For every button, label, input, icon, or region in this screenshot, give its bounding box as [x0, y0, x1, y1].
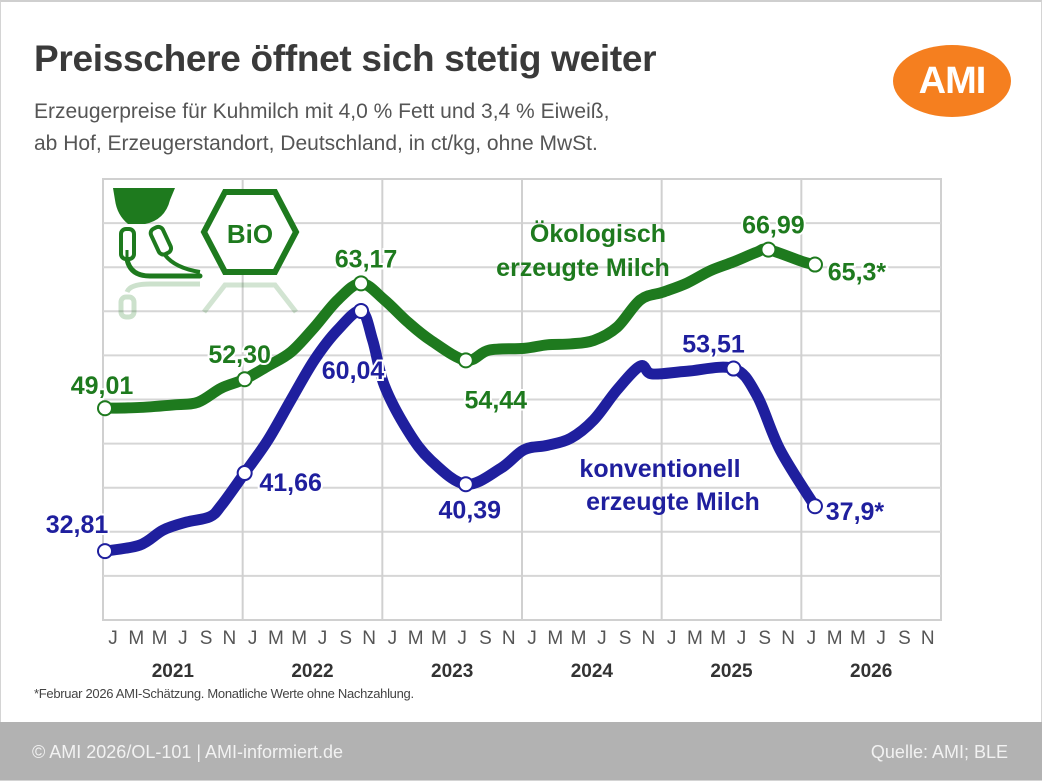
x-month-tick: M	[571, 628, 587, 649]
source-text: Quelle: AMI; BLE	[870, 742, 1008, 762]
x-month-tick: J	[108, 628, 118, 649]
x-year-label: 2021	[152, 661, 195, 682]
series-line-conventional	[99, 305, 821, 557]
data-point-marker	[97, 543, 113, 560]
x-month-tick: N	[362, 628, 376, 649]
chart-subtitle: Erzeugerpreise für Kuhmilch mit 4,0 % Fe…	[34, 96, 609, 160]
x-month-tick: M	[850, 628, 866, 649]
legend-conventional-line1: konventionell	[579, 455, 740, 483]
x-month-tick: J	[318, 628, 328, 649]
x-month-tick: M	[687, 628, 703, 649]
x-month-tick: M	[128, 628, 144, 649]
x-month-tick: J	[807, 628, 817, 649]
x-month-tick: S	[898, 628, 911, 649]
x-month-tick: N	[642, 628, 656, 649]
data-point-marker	[725, 360, 742, 377]
data-label: 40,39	[439, 496, 502, 524]
x-month-tick: M	[431, 628, 447, 649]
subtitle-line-1: Erzeugerpreise für Kuhmilch mit 4,0 % Fe…	[34, 100, 610, 123]
x-month-tick: S	[758, 628, 771, 649]
x-month-tick: J	[667, 628, 677, 649]
data-labels: 49,01 52,30 63,17 54,44 66,99 65,3* 32,81 41,66…	[44, 210, 889, 541]
x-month-tick: M	[408, 628, 424, 649]
x-month-tick: N	[223, 628, 237, 649]
bio-seal-icon: BiO	[200, 189, 300, 275]
data-label: 53,51	[682, 331, 745, 359]
copyright-text: © AMI 2026/OL-101 | AMI-informiert.de	[32, 742, 344, 762]
x-month-tick: M	[547, 628, 563, 649]
subtitle-line-2: ab Hof, Erzeugerstandort, Deutschland, i…	[34, 132, 598, 155]
milking-machine-reflection-icon	[118, 281, 200, 320]
legend-organic-line2: erzeugte Milch	[496, 254, 670, 282]
data-point-marker	[806, 498, 823, 515]
data-point-marker	[236, 465, 253, 482]
x-year-label: 2024	[571, 661, 614, 682]
data-label: 52,30	[208, 341, 271, 369]
footnote: *Februar 2026 AMI-Schätzung. Monatliche …	[34, 686, 414, 701]
x-month-tick: S	[479, 628, 492, 649]
x-month-tick: J	[457, 628, 467, 649]
x-year-label: 2025	[710, 661, 753, 682]
data-point-marker	[236, 371, 253, 388]
bio-seal-text: BiO	[227, 219, 273, 249]
x-month-tick: S	[339, 628, 352, 649]
x-month-tick: J	[737, 628, 747, 649]
x-month-tick: J	[876, 628, 886, 649]
x-month-tick: N	[921, 628, 935, 649]
x-month-tick: M	[291, 628, 307, 649]
data-label: 65,3*	[828, 259, 887, 287]
x-month-tick: M	[268, 628, 284, 649]
x-year-label: 2022	[291, 661, 333, 682]
data-point-marker	[457, 476, 474, 493]
data-label: 41,66	[259, 469, 322, 497]
data-label: 66,99	[742, 212, 805, 240]
legend-conventional-line2: erzeugte Milch	[586, 488, 760, 516]
x-month-tick: N	[502, 628, 516, 649]
legend-organic-line1: Ökologisch	[530, 219, 666, 248]
data-point-marker	[353, 275, 370, 292]
x-month-tick: J	[597, 628, 607, 649]
x-month-tick: J	[527, 628, 537, 649]
x-month-tick: J	[178, 628, 188, 649]
data-label: 32,81	[46, 511, 109, 539]
x-month-tick: J	[388, 628, 398, 649]
x-month-tick: M	[827, 628, 843, 649]
data-point-marker	[760, 241, 777, 258]
milking-machine-icon	[113, 188, 203, 279]
data-point-marker	[97, 400, 113, 417]
data-label: 37,9*	[826, 498, 885, 526]
footer-bar: © AMI 2026/OL-101 | AMI-informiert.de Qu…	[0, 722, 1042, 780]
x-year-label: 2026	[850, 661, 892, 682]
data-label: 49,01	[71, 372, 134, 400]
data-point-marker	[806, 256, 823, 273]
data-label: 60,04	[322, 357, 385, 385]
x-month-tick: S	[200, 628, 213, 649]
data-label: 54,44	[465, 386, 528, 414]
x-month-tick: M	[152, 628, 168, 649]
x-year-label: 2023	[431, 661, 473, 682]
series-markers	[97, 241, 823, 560]
x-month-tick: M	[710, 628, 726, 649]
chart-title: Preisschere öffnet sich stetig weiter	[34, 38, 657, 79]
x-month-tick: J	[248, 628, 258, 649]
data-point-marker	[457, 352, 474, 369]
x-month-tick: N	[781, 628, 795, 649]
ami-logo: AMI	[893, 45, 1011, 117]
bio-seal-reflection-icon	[202, 282, 298, 314]
data-label: 63,17	[335, 245, 398, 273]
data-point-marker	[353, 302, 370, 319]
x-month-tick: S	[619, 628, 632, 649]
